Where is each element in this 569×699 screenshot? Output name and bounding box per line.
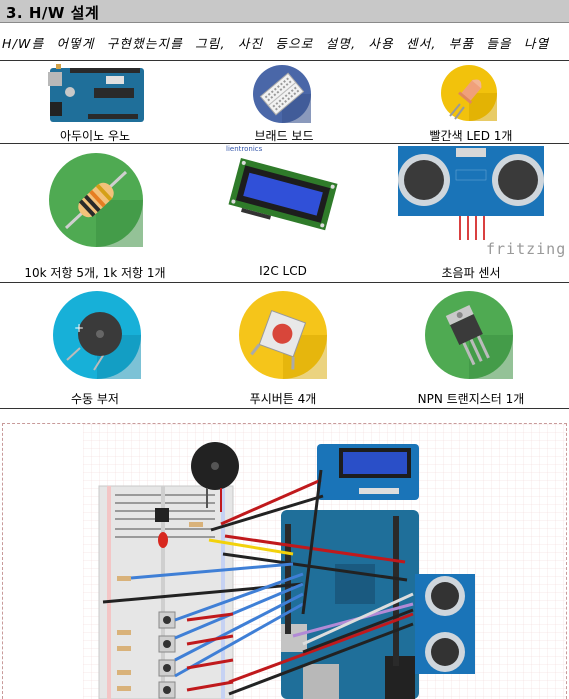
part-label: 아두이노 우노 xyxy=(59,129,131,143)
section-description: H/W를 어떻게 구현했는지를 그림, 사진 등으로 설명, 사용 센서, 부품… xyxy=(2,36,550,51)
svg-text:+: + xyxy=(74,321,84,335)
section-header: 3. H/W 설계 xyxy=(0,0,569,23)
lcd-brand-text: lientronics xyxy=(226,145,263,153)
pushbutton-icon xyxy=(239,291,327,379)
passive-buzzer-icon: + xyxy=(53,291,141,379)
circuit-diagram xyxy=(2,423,567,699)
part-label: 푸시버튼 4개 xyxy=(249,392,317,406)
divider xyxy=(0,60,569,61)
section-title: 3. H/W 설계 xyxy=(6,4,100,22)
divider xyxy=(0,408,569,409)
ultrasonic-sensor-icon xyxy=(398,146,544,240)
part-label: I2C LCD xyxy=(259,264,307,278)
arduino-uno-board-icon xyxy=(48,64,144,122)
npn-transistor-icon xyxy=(425,291,513,379)
red-led-icon xyxy=(441,65,497,121)
part-label: 초음파 센서 xyxy=(441,266,501,280)
part-label: 빨간색 LED 1개 xyxy=(429,129,513,143)
part-label: NPN 트랜지스터 1개 xyxy=(417,392,525,406)
divider xyxy=(0,282,569,283)
part-label: 브래드 보드 xyxy=(254,129,314,143)
breadboard-icon xyxy=(253,65,311,123)
i2c-lcd-icon xyxy=(228,158,338,231)
fritzing-logo: fritzing xyxy=(486,240,567,258)
resistor-icon xyxy=(49,153,143,247)
part-label: 10k 저항 5개, 1k 저항 1개 xyxy=(24,266,166,280)
part-label: 수동 부저 xyxy=(71,392,119,406)
divider xyxy=(0,143,569,144)
